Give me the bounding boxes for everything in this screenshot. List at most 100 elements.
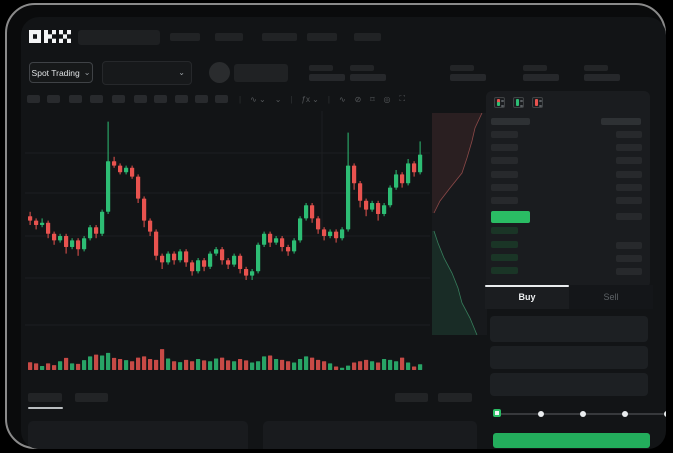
nav-menu-item[interactable] — [170, 33, 200, 41]
order-book-view-toggles — [494, 97, 543, 108]
buy-submit-button[interactable] — [493, 433, 650, 448]
ask-price-skeleton[interactable] — [491, 157, 518, 164]
ask-amount-skeleton[interactable] — [616, 171, 642, 178]
stat-value-skeleton — [309, 74, 345, 81]
ask-price-skeleton[interactable] — [491, 184, 518, 191]
stat-label-skeleton — [584, 65, 608, 71]
bottom-tab[interactable] — [438, 393, 472, 402]
divider: | — [290, 94, 293, 104]
bottom-tab[interactable] — [75, 393, 108, 402]
timeframe-button[interactable] — [175, 95, 188, 103]
price-skeleton — [234, 64, 288, 82]
slider-stop-dot[interactable] — [538, 411, 544, 417]
order-book-panel — [486, 91, 650, 288]
divider: | — [327, 94, 330, 104]
slider-stop-dot[interactable] — [580, 411, 586, 417]
amount-slider[interactable] — [493, 407, 666, 421]
timeframe-button[interactable] — [134, 95, 147, 103]
candle-style-icon[interactable]: ∿ ⌄ — [250, 94, 266, 104]
ask-amount-skeleton[interactable] — [616, 131, 642, 138]
timeframe-button[interactable] — [195, 95, 208, 103]
stat-value-skeleton — [523, 74, 559, 81]
pair-dropdown[interactable]: ⌄ — [102, 61, 192, 85]
indicators-icon[interactable]: ƒx ⌄ — [301, 94, 319, 104]
depth-chart — [432, 113, 487, 335]
chart-settings-icon[interactable]: ◎ — [383, 94, 391, 104]
order-input-skeleton[interactable] — [490, 373, 648, 396]
fullscreen-icon[interactable]: ⛶ — [399, 94, 406, 103]
chart-tools: | ∿ ⌄ ⌄ | ƒx ⌄ | ∿ ⊘ ⌑ ◎ ⛶ — [239, 91, 405, 107]
nav-menu-item[interactable] — [262, 33, 297, 41]
candlestick-chart[interactable] — [25, 111, 437, 383]
stat-label-skeleton — [309, 65, 333, 71]
divider: | — [239, 94, 242, 104]
bid-amount-skeleton[interactable] — [616, 242, 642, 249]
last-amount-skeleton[interactable] — [616, 213, 642, 220]
tab-sell-label[interactable]: Sell — [603, 292, 619, 302]
timeframe-button[interactable] — [27, 95, 40, 103]
order-book-header-price[interactable] — [491, 118, 530, 125]
ask-price-skeleton[interactable] — [491, 144, 518, 151]
ask-price-skeleton[interactable] — [491, 171, 518, 178]
app-screen: Spot Trading ⌄ ⌄ | ∿ ⌄ ⌄ | ƒx ⌄ | ∿ ⊘ ⌑ ◎ ⛶ — [21, 17, 666, 449]
last-price-highlight[interactable] — [491, 211, 530, 223]
pair-search-skeleton[interactable] — [78, 30, 160, 45]
table-row-skeleton — [263, 421, 477, 449]
bid-price-skeleton[interactable] — [491, 254, 518, 261]
ask-amount-skeleton[interactable] — [616, 184, 642, 191]
stat-value-skeleton — [450, 74, 486, 81]
table-row-skeleton — [28, 421, 248, 449]
bid-amount-skeleton[interactable] — [616, 268, 642, 275]
spot-trading-selector[interactable]: Spot Trading ⌄ — [29, 62, 93, 83]
timeframe-button[interactable] — [69, 95, 82, 103]
bottom-tab[interactable] — [395, 393, 428, 402]
order-book-header-amount[interactable] — [601, 118, 641, 125]
okx-logo[interactable] — [29, 30, 71, 43]
ask-amount-skeleton[interactable] — [616, 157, 642, 164]
volume-bars — [28, 349, 423, 370]
timeframe-button[interactable] — [47, 95, 60, 103]
bottom-tab[interactable] — [28, 393, 62, 402]
token-avatar[interactable] — [209, 62, 230, 83]
book-asks-only-view-icon[interactable] — [532, 97, 543, 108]
chevron-down-icon: ⌄ — [178, 68, 185, 77]
bid-price-skeleton[interactable] — [491, 267, 518, 274]
trade-tabs: Buy Sell — [485, 285, 653, 309]
drawing-tools-icon[interactable]: ⊘ — [354, 94, 362, 104]
bid-amount-skeleton[interactable] — [616, 255, 642, 262]
bid-price-skeleton[interactable] — [491, 227, 518, 234]
slider-handle[interactable] — [493, 409, 501, 417]
chart-gridlines — [25, 111, 430, 326]
nav-menu-item[interactable] — [354, 33, 381, 41]
book-combined-view-icon[interactable] — [494, 97, 505, 108]
order-input-skeleton[interactable] — [490, 316, 648, 342]
ask-price-skeleton[interactable] — [491, 197, 518, 204]
timeframe-button[interactable] — [215, 95, 228, 103]
timeframe-chevron-icon[interactable]: ⌄ — [274, 94, 282, 104]
candles — [28, 121, 423, 280]
stat-label-skeleton — [450, 65, 474, 71]
tab-buy[interactable] — [485, 285, 569, 309]
bottom-tab-active-underline — [28, 407, 63, 409]
nav-menu-item[interactable] — [215, 33, 243, 41]
nav-menu-item[interactable] — [307, 33, 337, 41]
line-tool-icon[interactable]: ∿ — [338, 94, 346, 104]
tab-buy-label[interactable]: Buy — [518, 292, 536, 302]
order-input-skeleton[interactable] — [490, 346, 648, 369]
timeframe-button[interactable] — [112, 95, 125, 103]
stat-label-skeleton — [350, 65, 374, 71]
bid-price-skeleton[interactable] — [491, 241, 518, 248]
slider-stop-dot[interactable] — [622, 411, 628, 417]
spot-trading-label: Spot Trading — [31, 67, 80, 78]
book-bids-only-view-icon[interactable] — [513, 97, 524, 108]
ask-amount-skeleton[interactable] — [616, 197, 642, 204]
stat-value-skeleton — [584, 74, 620, 81]
slider-stop-dot[interactable] — [664, 411, 666, 417]
snapshot-icon[interactable]: ⌑ — [370, 94, 375, 104]
timeframe-button[interactable] — [154, 95, 167, 103]
ask-amount-skeleton[interactable] — [616, 144, 642, 151]
ask-price-skeleton[interactable] — [491, 131, 518, 138]
chevron-down-icon: ⌄ — [83, 67, 91, 77]
timeframe-button[interactable] — [90, 95, 103, 103]
